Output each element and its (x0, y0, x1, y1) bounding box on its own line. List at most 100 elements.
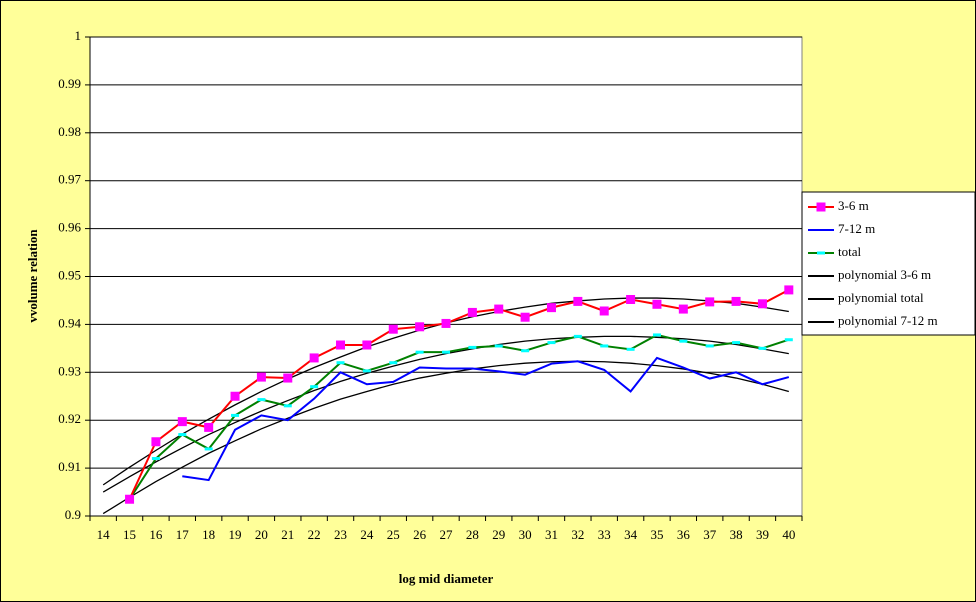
point-marker (600, 344, 609, 348)
point-marker (442, 350, 450, 354)
y-tick-label: 0.94 (58, 315, 81, 330)
point-marker (784, 338, 793, 342)
y-tick-label: 0.97 (58, 172, 81, 187)
x-tick-label: 35 (650, 527, 663, 542)
point-marker (705, 297, 715, 307)
x-tick-label: 28 (466, 527, 479, 542)
point-marker (626, 294, 636, 304)
x-tick-label: 29 (492, 527, 505, 542)
point-marker (468, 345, 477, 349)
point-marker (231, 413, 240, 417)
point-marker (283, 373, 293, 383)
point-marker (389, 361, 398, 365)
x-tick-label: 32 (571, 527, 584, 542)
y-tick-label: 0.93 (58, 363, 81, 378)
point-marker (705, 344, 714, 348)
y-tick-label: 0.96 (58, 220, 81, 235)
point-marker (204, 447, 213, 451)
y-tick-label: 0.99 (58, 76, 81, 91)
x-axis-label: log mid diameter (399, 571, 494, 586)
point-marker (230, 391, 240, 401)
x-tick-label: 25 (387, 527, 400, 542)
y-tick-label: 0.98 (58, 124, 81, 139)
x-tick-label: 31 (545, 527, 558, 542)
x-tick-label: 21 (281, 527, 294, 542)
x-tick-label: 19 (229, 527, 242, 542)
point-marker (336, 361, 345, 365)
point-marker (336, 340, 346, 350)
point-marker (151, 457, 160, 461)
x-tick-label: 26 (413, 527, 427, 542)
point-marker (731, 296, 741, 306)
x-tick-label: 34 (624, 527, 638, 542)
y-tick-label: 1 (75, 28, 82, 43)
point-marker (257, 398, 266, 402)
point-marker (177, 417, 187, 427)
x-tick-label: 16 (149, 527, 163, 542)
y-axis-label: vvolume relation (25, 229, 40, 323)
x-tick-label: 24 (360, 527, 374, 542)
x-tick-label: 38 (730, 527, 743, 542)
point-marker (256, 372, 266, 382)
point-marker (151, 437, 161, 447)
x-tick-label: 17 (176, 527, 190, 542)
point-marker (415, 322, 425, 332)
legend-label: polynomial total (838, 290, 924, 305)
point-marker (283, 404, 292, 408)
legend-label: total (838, 244, 861, 259)
y-tick-label: 0.95 (58, 267, 81, 282)
point-marker (652, 299, 662, 309)
point-marker (362, 340, 372, 350)
x-tick-label: 40 (782, 527, 795, 542)
point-marker (652, 333, 661, 337)
legend-label: polynomial 3-6 m (838, 267, 931, 282)
x-tick-label: 22 (308, 527, 321, 542)
x-tick-label: 23 (334, 527, 347, 542)
point-marker (573, 296, 583, 306)
y-tick-label: 0.92 (58, 411, 81, 426)
series-line (102, 360, 789, 515)
point-marker (521, 349, 530, 353)
point-marker (415, 350, 424, 354)
point-marker (441, 318, 451, 328)
point-marker (494, 344, 503, 348)
x-tick-label: 27 (440, 527, 454, 542)
point-marker (125, 494, 135, 504)
legend-marker (817, 251, 825, 255)
x-tick-label: 14 (97, 527, 111, 542)
point-marker (547, 341, 556, 345)
point-marker (388, 324, 398, 334)
point-marker (784, 285, 794, 295)
point-marker (494, 304, 504, 314)
y-tick-label: 0.9 (65, 507, 81, 522)
x-tick-label: 36 (677, 527, 691, 542)
point-marker (732, 341, 741, 345)
x-tick-label: 20 (255, 527, 268, 542)
x-tick-label: 30 (519, 527, 532, 542)
point-marker (309, 353, 319, 363)
point-marker (178, 433, 187, 437)
point-marker (546, 303, 556, 313)
x-tick-label: 18 (202, 527, 215, 542)
point-marker (626, 347, 635, 351)
x-tick-label: 33 (598, 527, 611, 542)
legend-box (801, 191, 976, 336)
point-marker (679, 339, 688, 343)
point-marker (204, 422, 214, 432)
y-tick-label: 0.91 (58, 459, 81, 474)
point-marker (599, 306, 609, 316)
series-line (182, 356, 790, 482)
series-line (128, 333, 790, 500)
point-marker (758, 346, 767, 350)
x-tick-label: 39 (756, 527, 769, 542)
legend-label: 7-12 m (838, 221, 875, 236)
legend-marker (816, 202, 826, 212)
point-marker (310, 385, 319, 389)
legend-label: polynomial 7-12 m (838, 313, 938, 328)
point-marker (520, 312, 530, 322)
point-marker (362, 369, 371, 373)
point-marker (757, 299, 767, 309)
x-tick-label: 37 (703, 527, 717, 542)
